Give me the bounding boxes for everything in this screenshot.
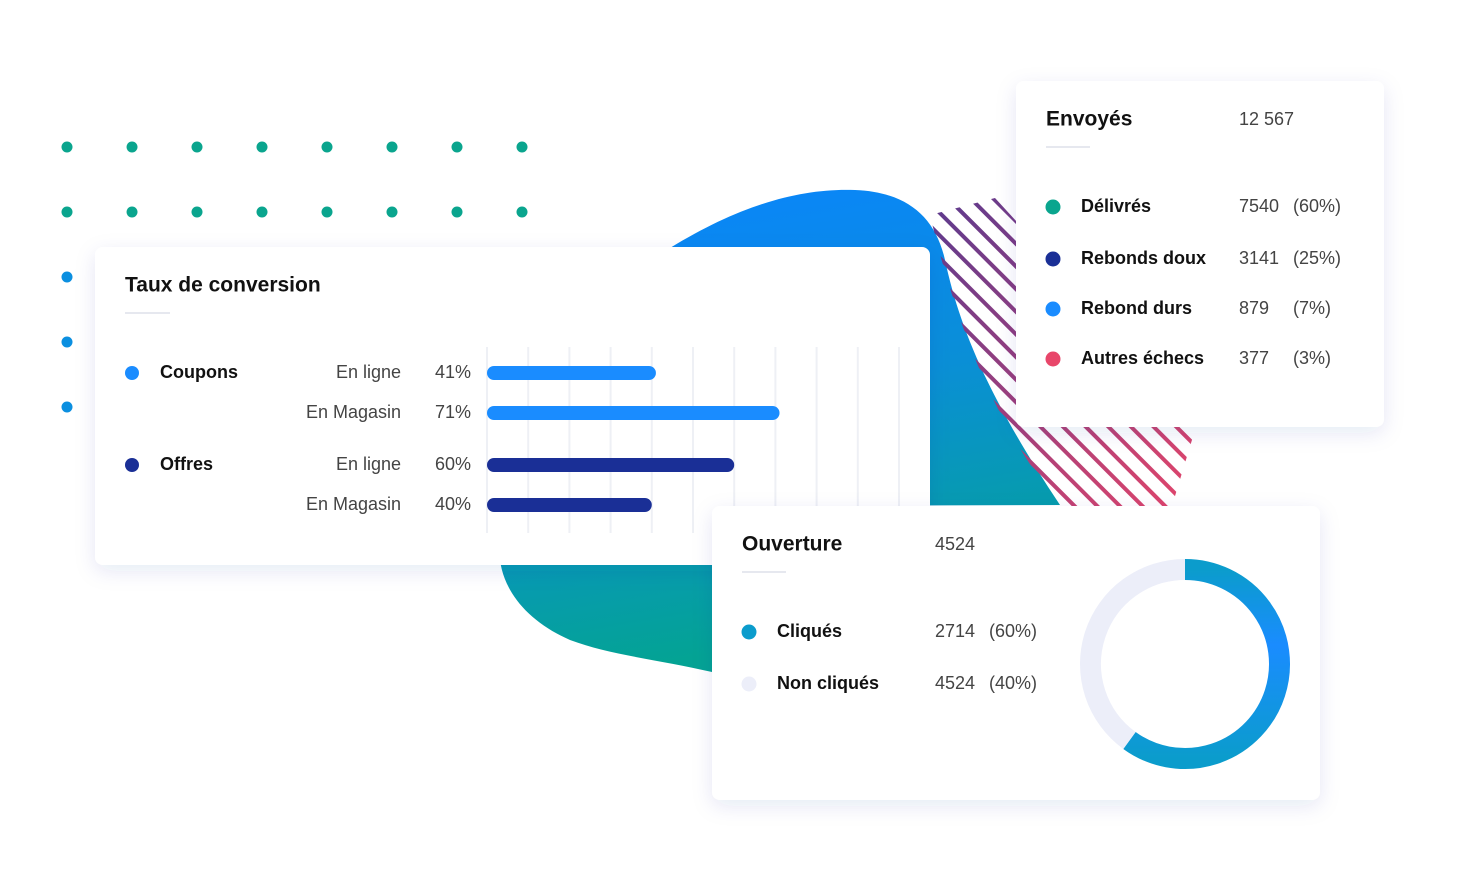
conversion-card: Taux de conversion Coupons En ligne 41% En … <box>95 247 930 565</box>
bar <box>487 458 735 472</box>
legend-dot <box>125 366 139 380</box>
dot <box>386 141 398 153</box>
card <box>1016 81 1384 427</box>
channel-label: En ligne <box>336 362 401 382</box>
count: 4524 <box>935 673 975 693</box>
legend-dot <box>1045 251 1061 267</box>
dot <box>191 206 203 218</box>
bar <box>487 498 652 512</box>
dot <box>61 206 73 218</box>
legend-dot <box>1045 301 1061 317</box>
value-label: 60% <box>435 454 471 474</box>
legend: Délivrés 7540 (60%) Rebonds doux 3141 (25%) Re… <box>1045 196 1341 368</box>
legend-dot <box>741 676 757 692</box>
dot <box>451 141 463 153</box>
group-label: Coupons <box>160 362 238 382</box>
legend-label: Délivrés <box>1081 196 1151 216</box>
channel-label: En ligne <box>336 454 401 474</box>
percent: (60%) <box>989 621 1037 641</box>
legend-dot <box>125 458 139 472</box>
percent: (7%) <box>1293 298 1331 318</box>
count: 879 <box>1239 298 1269 318</box>
percent: (60%) <box>1293 196 1341 216</box>
legend-label: Autres échecs <box>1081 348 1204 368</box>
card-title: Envoyés <box>1046 108 1132 131</box>
bar <box>487 406 780 420</box>
card-title: Ouverture <box>742 533 842 556</box>
bar-chart: Coupons En ligne 41% En Magasin 71% Offres En … <box>125 347 900 533</box>
percent: (40%) <box>989 673 1037 693</box>
bar <box>487 366 656 380</box>
legend-label: Cliqués <box>777 621 842 641</box>
count: 2714 <box>935 621 975 641</box>
dot <box>321 206 333 218</box>
channel-label: En Magasin <box>306 402 401 422</box>
dot <box>321 141 333 153</box>
envoyes-card: Envoyés 12 567 Délivrés 7540 (60%) Rebonds … <box>1016 81 1384 427</box>
value-label: 71% <box>435 402 471 422</box>
legend-label: Non cliqués <box>777 673 879 693</box>
dot <box>61 141 73 153</box>
donut-segment <box>1123 559 1290 769</box>
dot <box>256 141 268 153</box>
dot <box>516 206 528 218</box>
donut-segment <box>1080 559 1186 749</box>
group-label: Offres <box>160 454 213 474</box>
dot <box>61 271 73 283</box>
dot <box>451 206 463 218</box>
legend-label: Rebond durs <box>1081 298 1192 318</box>
value-label: 41% <box>435 362 471 382</box>
legend-label: Rebonds doux <box>1081 248 1206 268</box>
percent: (3%) <box>1293 348 1331 368</box>
channel-label: En Magasin <box>306 494 401 514</box>
dot <box>61 336 73 348</box>
count: 7540 <box>1239 196 1279 216</box>
dot-grid <box>61 141 528 413</box>
percent: (25%) <box>1293 248 1341 268</box>
dot <box>126 141 138 153</box>
value-label: 40% <box>435 494 471 514</box>
total: 12 567 <box>1239 109 1294 129</box>
legend-dot <box>741 624 757 640</box>
legend-dot <box>1045 199 1061 215</box>
count: 377 <box>1239 348 1269 368</box>
total: 4524 <box>935 534 975 554</box>
count: 3141 <box>1239 248 1279 268</box>
dot <box>386 206 398 218</box>
legend: Cliqués 2714 (60%) Non cliqués 4524 (40%) <box>741 621 1037 693</box>
legend-dot <box>1045 351 1061 367</box>
dot <box>126 206 138 218</box>
dot <box>61 401 73 413</box>
dot <box>516 141 528 153</box>
dot <box>256 206 268 218</box>
dot <box>191 141 203 153</box>
ouverture-card: Ouverture 4524 Cliqués 2714 (60%) Non cliqu… <box>712 506 1320 800</box>
card-title: Taux de conversion <box>125 274 321 297</box>
donut <box>1080 559 1290 769</box>
